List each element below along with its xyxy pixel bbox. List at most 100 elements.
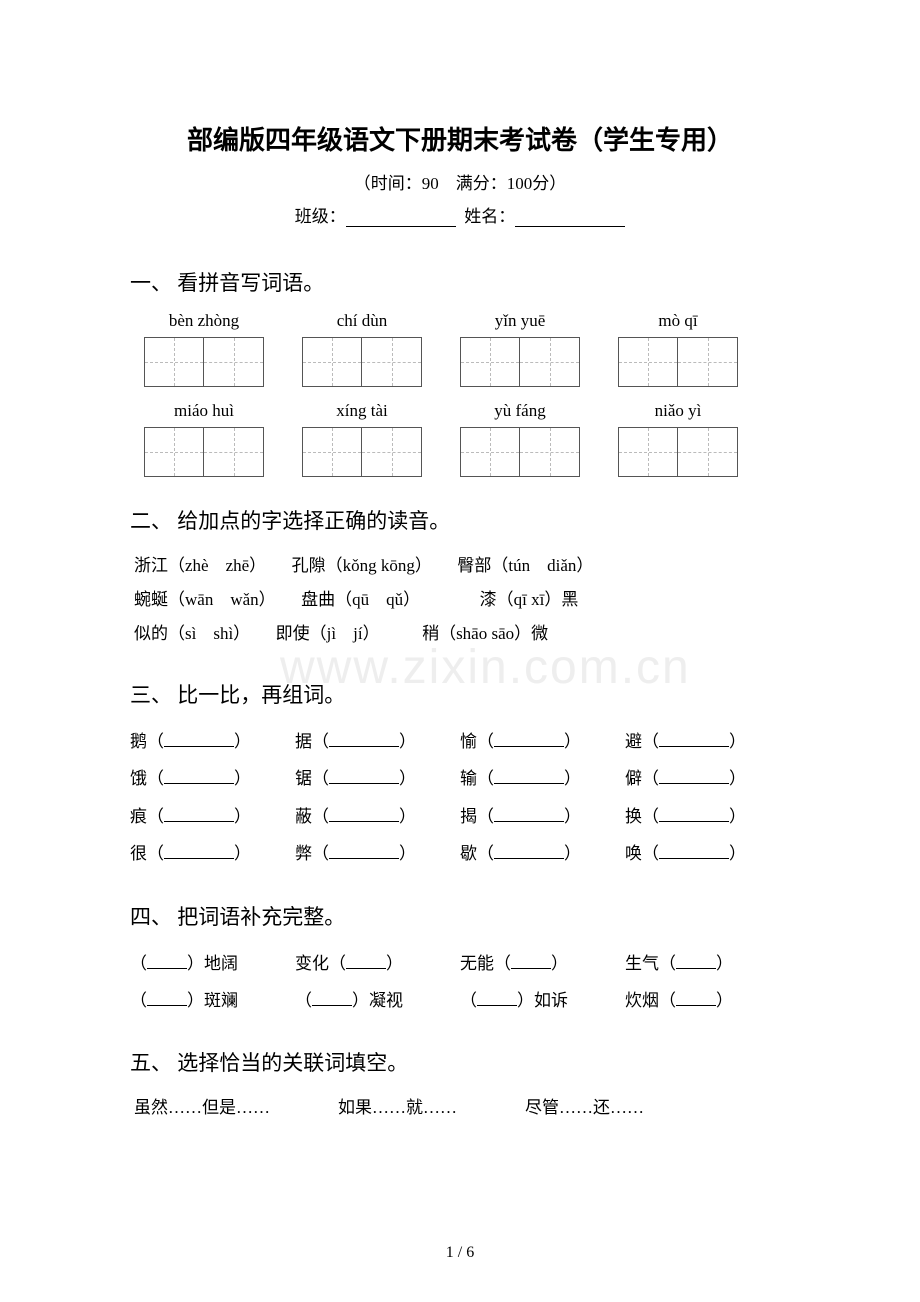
q3-row: 饿（）锯（）输（）僻（） xyxy=(130,760,790,797)
q3-row: 很（）弊（）歇（）唤（） xyxy=(130,835,790,872)
char-box xyxy=(618,427,678,477)
section3-body: 鹅（）据（）愉（）避（）饿（）锯（）输（）僻（）痕（）蔽（）揭（）换（）很（）弊… xyxy=(130,723,790,873)
char-box-pair xyxy=(618,427,738,477)
char-box-pair xyxy=(144,337,264,387)
char-box xyxy=(204,427,264,477)
q3-cell: 饿（） xyxy=(130,760,295,797)
blank xyxy=(346,953,386,969)
blank xyxy=(494,768,564,784)
q3-cell: 鹅（） xyxy=(130,723,295,760)
q3-cell: 揭（） xyxy=(460,798,625,835)
blank xyxy=(477,990,517,1006)
q4-cell: （）凝视 xyxy=(295,982,460,1019)
char-box xyxy=(204,337,264,387)
pinyin-cell: mò qī xyxy=(618,311,738,331)
s2-line: 似的（sì shì） 即使（jì jí） 稍（shāo sāo）微 xyxy=(134,617,790,651)
blank xyxy=(511,953,551,969)
char-box xyxy=(144,337,204,387)
q4-cell: （）地阔 xyxy=(130,945,295,982)
blank xyxy=(164,768,234,784)
char-box xyxy=(362,337,422,387)
q4-cell: 生气（） xyxy=(625,945,790,982)
q3-cell: 弊（） xyxy=(295,835,460,872)
q3-cell: 很（） xyxy=(130,835,295,872)
q3-cell: 僻（） xyxy=(625,760,790,797)
pinyin-cell: chí dùn xyxy=(302,311,422,331)
box-row-2 xyxy=(144,427,790,477)
q4-cell: 炊烟（） xyxy=(625,982,790,1019)
q4-cell: 变化（） xyxy=(295,945,460,982)
char-box xyxy=(520,427,580,477)
blank xyxy=(659,768,729,784)
blank xyxy=(329,806,399,822)
q3-cell: 唤（） xyxy=(625,835,790,872)
blank xyxy=(164,806,234,822)
pinyin-row-1: bèn zhòng chí dùn yǐn yuē mò qī xyxy=(144,311,790,331)
blank xyxy=(147,990,187,1006)
blank xyxy=(329,768,399,784)
char-box xyxy=(362,427,422,477)
char-box-pair xyxy=(460,427,580,477)
q3-cell: 歇（） xyxy=(460,835,625,872)
char-box-pair xyxy=(302,337,422,387)
blank xyxy=(329,731,399,747)
box-row-1 xyxy=(144,337,790,387)
pinyin-cell: yǐn yuē xyxy=(460,311,580,331)
section2-heading: 二、 给加点的字选择正确的读音。 xyxy=(130,505,790,535)
pinyin-cell: xíng tài xyxy=(302,401,422,421)
section1-heading: 一、 看拼音写词语。 xyxy=(130,267,790,297)
pinyin-cell: yù fáng xyxy=(460,401,580,421)
char-box xyxy=(302,427,362,477)
pinyin-row-2: miáo huì xíng tài yù fáng niǎo yì xyxy=(144,401,790,421)
class-blank xyxy=(346,209,456,227)
q3-cell: 痕（） xyxy=(130,798,295,835)
char-box xyxy=(520,337,580,387)
char-box xyxy=(144,427,204,477)
q3-cell: 换（） xyxy=(625,798,790,835)
q4-cell: （）如诉 xyxy=(460,982,625,1019)
q3-cell: 避（） xyxy=(625,723,790,760)
q3-cell: 锯（） xyxy=(295,760,460,797)
blank xyxy=(164,843,234,859)
q3-cell: 据（） xyxy=(295,723,460,760)
s2-line: 浙江（zhè zhē） 孔隙（kǒng kōng） 臀部（tún diǎn） xyxy=(134,549,790,583)
blank xyxy=(659,843,729,859)
section3-heading: 三、 比一比，再组词。 xyxy=(130,679,790,709)
char-box-pair xyxy=(460,337,580,387)
blank xyxy=(494,806,564,822)
blank xyxy=(147,953,187,969)
q4-row: （）地阔变化（）无能（）生气（） xyxy=(130,945,790,982)
name-line: 班级： 姓名： xyxy=(130,202,790,227)
q3-cell: 输（） xyxy=(460,760,625,797)
class-label: 班级： xyxy=(295,207,346,226)
pinyin-cell: miáo huì xyxy=(144,401,264,421)
blank xyxy=(329,843,399,859)
s5-line: 虽然……但是…… 如果……就…… 尽管……还…… xyxy=(134,1091,790,1125)
blank xyxy=(312,990,352,1006)
s2-line: 蜿蜒（wān wǎn） 盘曲（qū qǔ） 漆（qī xī）黑 xyxy=(134,583,790,617)
pinyin-cell: bèn zhòng xyxy=(144,311,264,331)
pinyin-cell: niǎo yì xyxy=(618,401,738,421)
page-title: 部编版四年级语文下册期末考试卷（学生专用） xyxy=(130,120,790,157)
blank xyxy=(659,731,729,747)
char-box xyxy=(302,337,362,387)
blank xyxy=(494,731,564,747)
char-box-pair xyxy=(144,427,264,477)
char-box-pair xyxy=(618,337,738,387)
blank xyxy=(676,990,716,1006)
q4-cell: 无能（） xyxy=(460,945,625,982)
q3-row: 痕（）蔽（）揭（）换（） xyxy=(130,798,790,835)
q3-cell: 愉（） xyxy=(460,723,625,760)
name-blank xyxy=(515,209,625,227)
blank xyxy=(494,843,564,859)
section4-heading: 四、 把词语补充完整。 xyxy=(130,901,790,931)
blank xyxy=(164,731,234,747)
section4-body: （）地阔变化（）无能（）生气（）（）斑斓（）凝视（）如诉炊烟（） xyxy=(130,945,790,1020)
char-box xyxy=(678,337,738,387)
char-box xyxy=(678,427,738,477)
page-number: 1 / 6 xyxy=(0,1244,920,1262)
char-box xyxy=(618,337,678,387)
char-box-pair xyxy=(302,427,422,477)
char-box xyxy=(460,427,520,477)
q3-cell: 蔽（） xyxy=(295,798,460,835)
